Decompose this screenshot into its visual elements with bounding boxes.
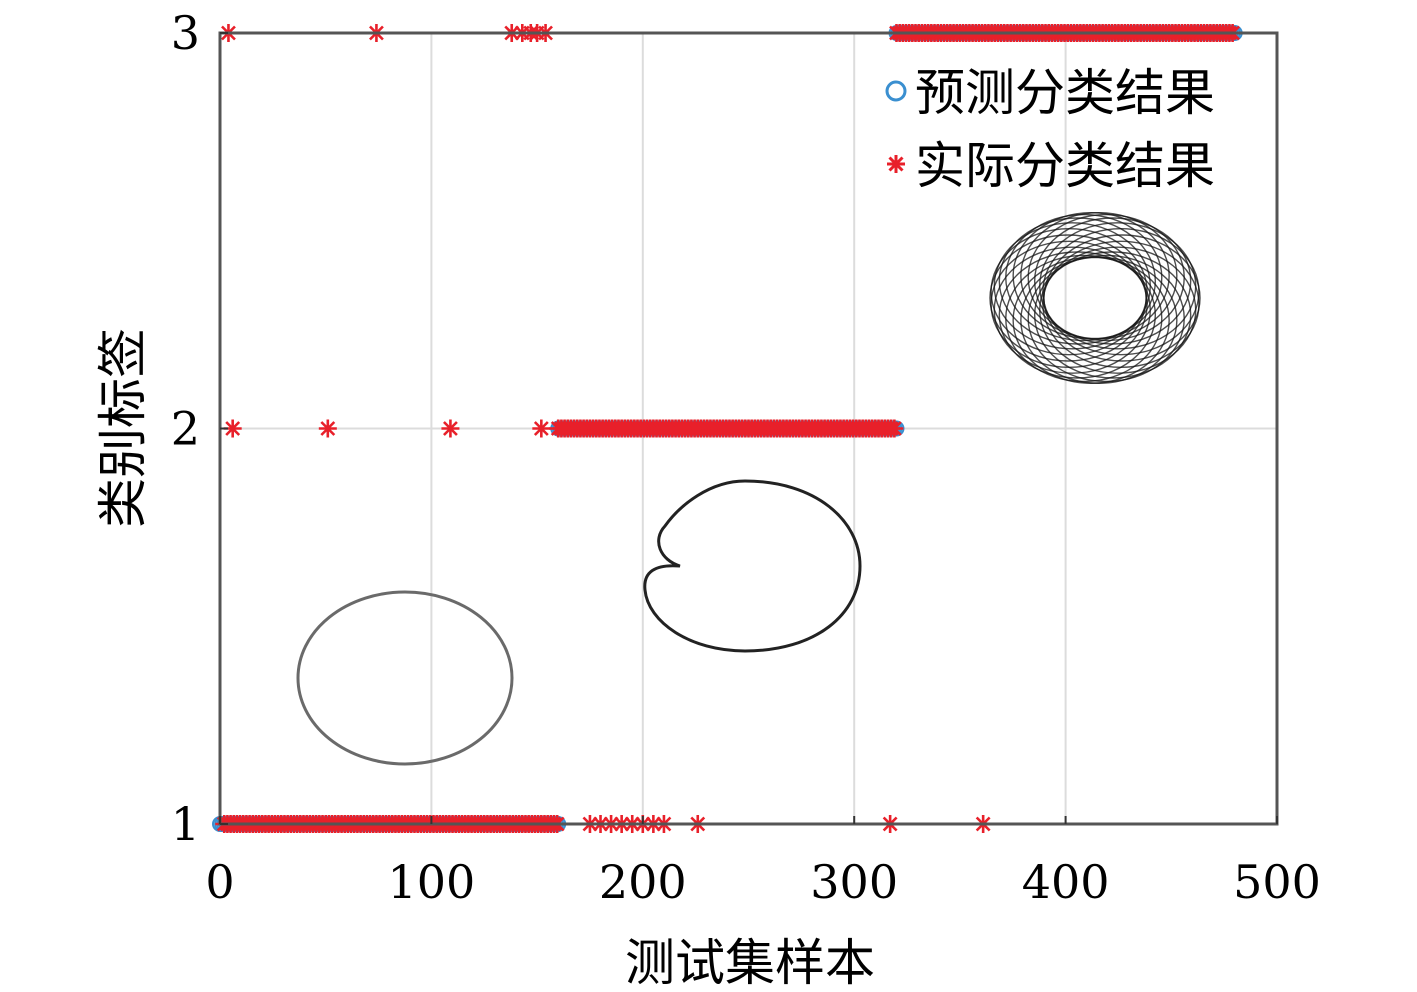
legend: 预测分类结果 实际分类结果 [885,64,1215,195]
torus-ring [998,217,1157,345]
x-tick-label: 400 [1022,855,1110,909]
torus-ring [1039,222,1197,350]
y-tick-label: 1 [171,797,200,851]
legend-label-actual: 实际分类结果 [915,137,1215,195]
x-tick-label: 200 [599,855,687,909]
torus-ring [1033,251,1192,379]
inset-cardioid-class-2 [643,479,862,653]
torus-ring [993,222,1151,350]
inset-torus-class-3 [989,212,1201,384]
torus-ring [1027,213,1185,342]
torus-ring [1020,212,1178,340]
x-tick-label: 500 [1233,855,1321,909]
torus-ring [1033,217,1192,345]
torus-ring [1043,234,1201,362]
x-axis-ticks: 0 100 200 300 400 500 [205,816,1321,909]
torus-ring [1012,256,1170,384]
y-tick-label: 3 [171,6,200,60]
legend-label-predicted: 预测分类结果 [915,64,1215,122]
actual-point [885,419,904,438]
inset-circle-class-1 [296,590,514,766]
legend-marker-actual [887,155,905,173]
y-axis-title: 类别标签 [94,328,152,528]
inset-shapes [296,212,1201,766]
actual-point [532,419,551,438]
actual-point [318,419,337,438]
torus-ring [1005,213,1163,342]
torus-ring [989,234,1147,362]
torus-ring [1042,227,1200,356]
x-tick-label: 0 [205,855,234,909]
actual-point [441,419,460,438]
legend-marker-predicted [885,80,907,102]
torus-ring [998,251,1157,379]
x-axis-title: 测试集样本 [625,934,875,992]
y-axis-ticks: 1 2 3 [171,6,228,851]
x-tick-label: 300 [810,855,898,909]
x-tick-label: 100 [387,855,475,909]
y-tick-label: 2 [171,402,200,456]
